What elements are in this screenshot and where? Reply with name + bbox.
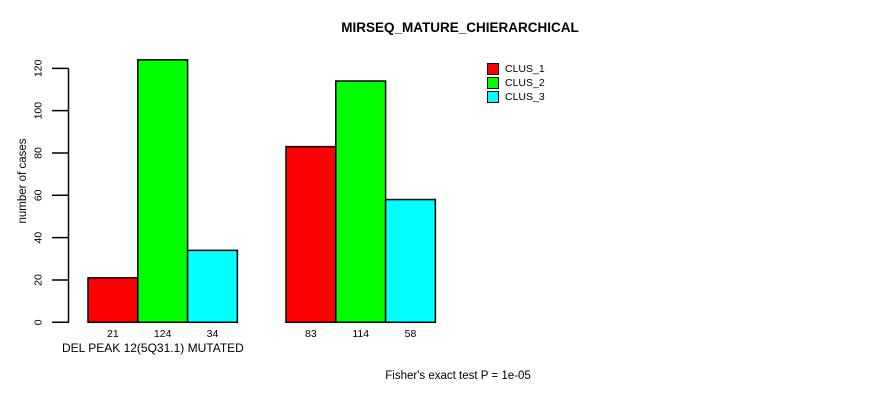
bar-clus_3-group2 <box>384 198 437 324</box>
bar-value-label: 124 <box>154 328 172 340</box>
legend: CLUS_1 CLUS_2 CLUS_3 <box>487 63 545 103</box>
bar-value-label: 83 <box>305 328 317 340</box>
x-axis-label: DEL PEAK 12(5Q31.1) MUTATED <box>62 341 244 355</box>
y-tick-label: 40 <box>33 232 45 244</box>
legend-item-clus-1: CLUS_1 <box>487 63 545 75</box>
y-tick-label: 60 <box>33 189 45 201</box>
bar-clus_1-group1 <box>87 277 139 324</box>
legend-label: CLUS_3 <box>505 91 545 103</box>
bar-clus_1-group2 <box>285 145 337 324</box>
y-tick-label: 0 <box>33 319 45 325</box>
bar-clus_3-group1 <box>186 249 239 324</box>
legend-item-clus-2: CLUS_2 <box>487 77 545 89</box>
y-tick-label: 20 <box>33 274 45 286</box>
legend-label: CLUS_1 <box>505 63 545 75</box>
y-tick-label: 80 <box>33 147 45 159</box>
legend-label: CLUS_2 <box>505 77 545 89</box>
legend-swatch-clus-1-icon <box>487 63 499 75</box>
bar-value-label: 34 <box>207 328 219 340</box>
bar-clus_2-group2 <box>335 80 387 324</box>
bar-value-label: 58 <box>405 328 417 340</box>
bar-clus_2-group1 <box>137 59 189 324</box>
y-tick-label: 100 <box>33 102 45 120</box>
legend-swatch-clus-3-icon <box>487 91 499 103</box>
fisher-test-annotation: Fisher's exact test P = 1e-05 <box>385 370 531 382</box>
legend-swatch-clus-2-icon <box>487 77 499 89</box>
y-axis-label: number of cases <box>17 138 29 224</box>
bar-value-label: 114 <box>352 328 369 340</box>
legend-item-clus-3: CLUS_3 <box>487 91 545 103</box>
bar-value-label: 21 <box>107 328 119 340</box>
y-tick-label: 120 <box>33 59 45 77</box>
chart-title: MIRSEQ_MATURE_CHIERARCHICAL <box>341 20 579 35</box>
